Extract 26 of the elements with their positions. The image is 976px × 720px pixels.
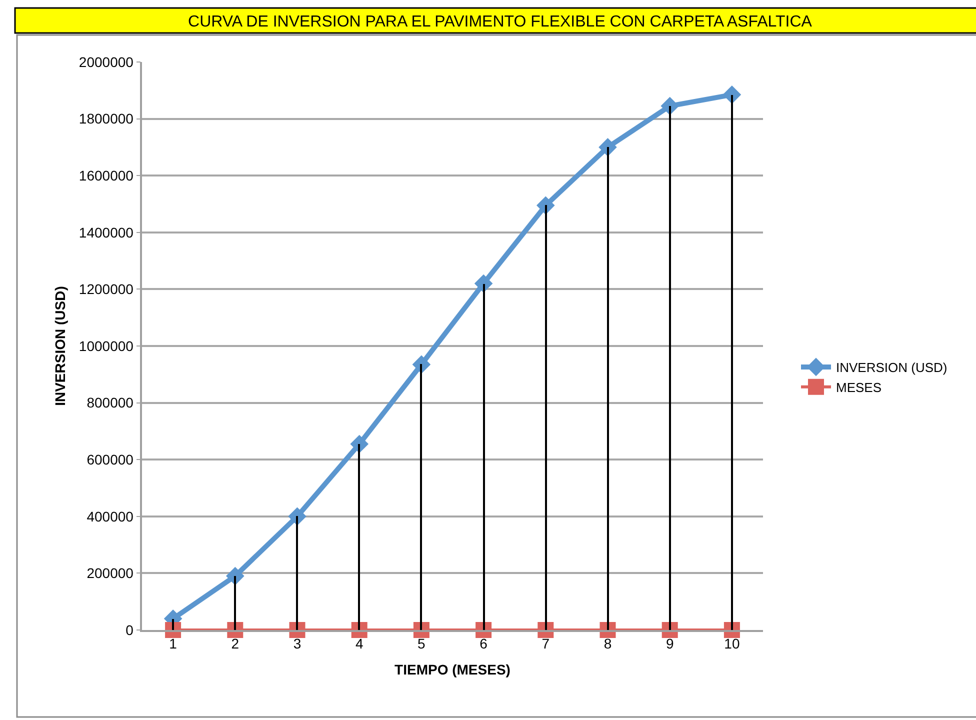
y-tick-label: 1800000	[78, 110, 134, 127]
y-tick-label: 1000000	[78, 338, 134, 354]
x-tick-label: 8	[604, 636, 612, 652]
x-tick-label: 3	[293, 636, 302, 652]
y-tick-label: 1600000	[78, 168, 134, 184]
y-tick-label: 1200000	[78, 281, 134, 298]
chart-title: CURVA DE INVERSION PARA EL PAVIMENTO FLEXIBLE CON CARPETA ASFALTICA	[188, 14, 812, 31]
y-axis-title: INVERSION (USD)	[52, 286, 68, 406]
legend-label: INVERSION (USD)	[836, 360, 948, 376]
x-tick-label: 9	[666, 636, 674, 652]
legend-label: MESES	[836, 380, 882, 395]
y-tick-label: 800000	[86, 394, 134, 411]
x-tick-label: 4	[355, 636, 364, 652]
x-tick-label: 10	[724, 636, 740, 652]
y-tick-label: 400000	[86, 508, 134, 524]
x-tick-label: 5	[418, 636, 426, 652]
y-tick-label: 200000	[86, 565, 134, 582]
x-tick-label: 1	[169, 636, 178, 652]
y-tick-label: 2000000	[78, 54, 134, 70]
y-tick-label: 0	[126, 622, 134, 638]
x-tick-label: 2	[231, 636, 240, 652]
x-tick-label: 7	[542, 636, 550, 652]
x-tick-label: 6	[480, 636, 488, 652]
x-axis-title: TIEMPO (MESES)	[394, 661, 510, 678]
y-tick-label: 600000	[86, 452, 134, 468]
y-tick-label: 1400000	[78, 224, 134, 240]
